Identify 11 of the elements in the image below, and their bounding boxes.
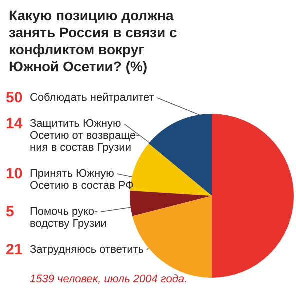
slice-label: Соблюдать нейтралитет <box>30 92 154 104</box>
data-label: 21 <box>6 242 23 258</box>
chart-title: Какую позицию должна занять Россия в связи с конфликтом вокруг Южной Осетии? (%) <box>9 8 182 74</box>
data-label: 5 <box>6 204 14 220</box>
slice-label: Защитить Южную Осетию от возвраще- ния в состав Грузии <box>30 118 140 154</box>
data-label: 50 <box>6 90 23 106</box>
text: 1539 человек, июль 2004 года. <box>30 274 188 286</box>
slice-label: Помочь руко- водству Грузии <box>30 206 107 230</box>
slice-label: Затрудняюсь ответить <box>30 244 144 256</box>
data-label: 10 <box>6 166 23 182</box>
data-label: 14 <box>6 116 24 132</box>
